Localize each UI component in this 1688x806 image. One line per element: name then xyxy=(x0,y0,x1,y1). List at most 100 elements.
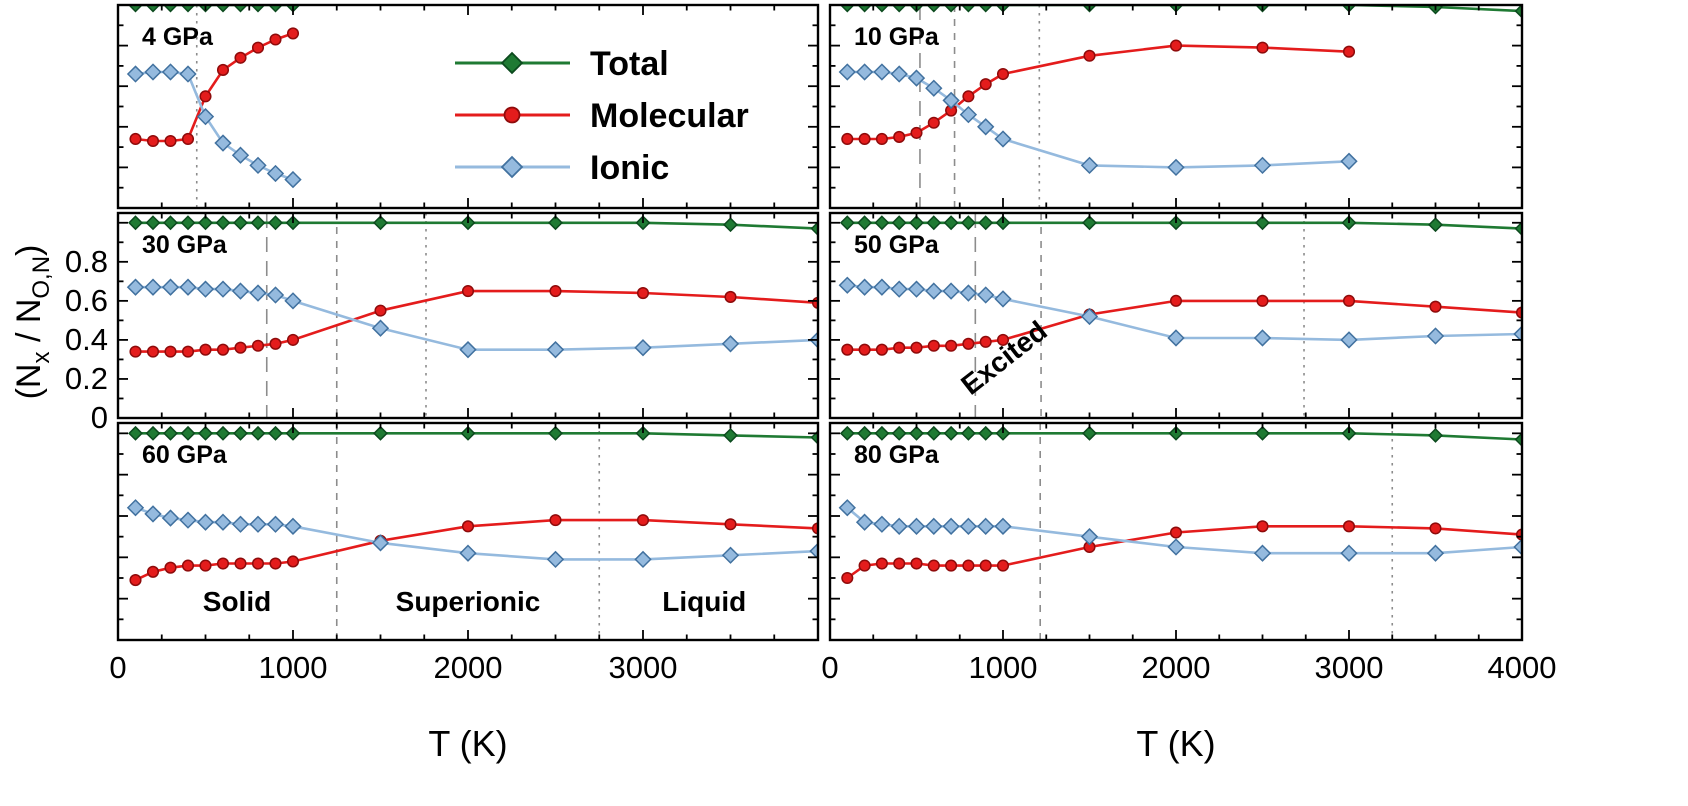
marker-molecular-circle-icon xyxy=(1083,49,1096,62)
marker-total-diamond-icon xyxy=(960,5,976,13)
marker-total-diamond-icon xyxy=(960,215,976,231)
marker-total-diamond-icon xyxy=(1428,427,1443,443)
marker-total-diamond-icon xyxy=(373,425,388,441)
marker-molecular-circle-icon xyxy=(251,41,265,54)
marker-molecular-circle-icon xyxy=(286,333,300,346)
marker-total-diamond-icon xyxy=(128,5,143,13)
series-total xyxy=(839,215,1522,237)
marker-ionic-diamond-icon xyxy=(161,63,180,81)
marker-ionic-diamond-icon xyxy=(994,130,1012,148)
marker-total-diamond-icon xyxy=(1082,425,1097,441)
svg-text:(Nx / NO,N): (Nx / NO,N) xyxy=(10,245,55,400)
marker-total-diamond-icon xyxy=(180,5,196,13)
marker-total-diamond-icon xyxy=(145,215,161,231)
line-molecular xyxy=(135,289,818,353)
line-molecular xyxy=(847,299,1522,351)
ticks xyxy=(117,423,819,641)
legend-marker-total-diamond-icon xyxy=(500,51,524,75)
annotation-superionic: Superionic xyxy=(396,586,541,617)
marker-ionic-diamond-icon xyxy=(977,286,995,304)
ticks xyxy=(117,213,819,419)
marker-total-diamond-icon xyxy=(250,5,266,13)
marker-total-diamond-icon xyxy=(995,425,1011,441)
marker-molecular-circle-icon xyxy=(199,90,212,103)
marker-ionic-diamond-icon xyxy=(959,284,978,302)
marker-total-diamond-icon xyxy=(1255,425,1270,441)
marker-molecular-circle-icon xyxy=(164,561,177,574)
marker-molecular-circle-icon xyxy=(146,345,160,358)
marker-molecular-circle-icon xyxy=(1169,39,1183,52)
marker-molecular-circle-icon xyxy=(858,343,871,356)
marker-total-diamond-icon xyxy=(635,425,651,441)
marker-molecular-circle-icon xyxy=(1429,300,1442,313)
marker-ionic-diamond-icon xyxy=(809,542,818,560)
marker-ionic-diamond-icon xyxy=(144,278,162,296)
marker-total-diamond-icon xyxy=(874,215,890,231)
marker-molecular-circle-icon xyxy=(910,126,923,139)
marker-molecular-circle-icon xyxy=(269,337,282,350)
marker-ionic-diamond-icon xyxy=(546,341,565,359)
marker-ionic-diamond-icon xyxy=(721,335,740,353)
marker-ionic-diamond-icon xyxy=(873,63,891,81)
marker-total-diamond-icon xyxy=(163,215,178,231)
series-molecular xyxy=(129,27,300,148)
marker-molecular-circle-icon xyxy=(945,339,958,352)
marker-total-diamond-icon xyxy=(978,215,994,231)
marker-total-diamond-icon xyxy=(1082,215,1097,231)
marker-molecular-circle-icon xyxy=(181,559,195,572)
marker-total-diamond-icon xyxy=(960,425,976,441)
marker-molecular-circle-icon xyxy=(286,27,300,40)
marker-ionic-diamond-icon xyxy=(231,515,250,533)
marker-total-diamond-icon xyxy=(909,215,924,231)
legend-label-molecular: Molecular xyxy=(590,97,749,135)
marker-total-diamond-icon xyxy=(943,425,959,441)
marker-ionic-diamond-icon xyxy=(634,339,652,357)
marker-molecular-circle-icon xyxy=(549,285,562,298)
marker-ionic-diamond-icon xyxy=(179,278,197,296)
marker-ionic-diamond-icon xyxy=(126,278,145,296)
marker-ionic-diamond-icon xyxy=(838,499,856,517)
marker-ionic-diamond-icon xyxy=(838,276,856,294)
marker-ionic-diamond-icon xyxy=(925,282,943,300)
marker-total-diamond-icon xyxy=(233,425,248,441)
legend-entry-total: Total xyxy=(455,45,669,83)
marker-ionic-diamond-icon xyxy=(546,550,565,569)
marker-ionic-diamond-icon xyxy=(838,63,856,81)
marker-ionic-diamond-icon xyxy=(161,278,180,296)
marker-molecular-circle-icon xyxy=(910,341,923,354)
marker-total-diamond-icon xyxy=(978,5,994,13)
marker-molecular-circle-icon xyxy=(164,345,177,358)
marker-ionic-diamond-icon xyxy=(144,505,162,523)
marker-total-diamond-icon xyxy=(909,425,924,441)
marker-ionic-diamond-icon xyxy=(890,280,908,298)
marker-ionic-diamond-icon xyxy=(284,170,302,189)
marker-ionic-diamond-icon xyxy=(907,517,926,535)
line-ionic xyxy=(847,283,1522,342)
marker-ionic-diamond-icon xyxy=(179,65,197,83)
marker-molecular-circle-icon xyxy=(129,132,142,146)
marker-ionic-diamond-icon xyxy=(161,509,180,527)
marker-total-diamond-icon xyxy=(1514,221,1522,237)
marker-molecular-circle-icon xyxy=(724,518,737,531)
marker-total-diamond-icon xyxy=(978,425,994,441)
marker-total-diamond-icon xyxy=(233,5,248,13)
line-ionic xyxy=(135,506,818,561)
marker-ionic-diamond-icon xyxy=(721,546,740,564)
marker-ionic-diamond-icon xyxy=(196,107,215,126)
panel-pressure-label: 80 GPa xyxy=(854,441,940,469)
series-molecular xyxy=(129,514,818,587)
marker-total-diamond-icon xyxy=(233,215,248,231)
marker-total-diamond-icon xyxy=(1341,425,1357,441)
x-axis-title-right: T (K) xyxy=(1136,723,1215,764)
y-tick-label: 0.4 xyxy=(65,322,108,357)
marker-total-diamond-icon xyxy=(128,425,143,441)
marker-ionic-diamond-icon xyxy=(266,286,285,304)
marker-ionic-diamond-icon xyxy=(249,156,267,175)
legend-label-ionic: Ionic xyxy=(590,149,669,187)
marker-molecular-circle-icon xyxy=(996,559,1010,572)
marker-molecular-circle-icon xyxy=(1342,520,1356,533)
marker-ionic-diamond-icon xyxy=(1080,156,1099,175)
marker-molecular-circle-icon xyxy=(461,520,475,533)
line-ionic xyxy=(135,285,818,351)
marker-ionic-diamond-icon xyxy=(1253,156,1272,175)
